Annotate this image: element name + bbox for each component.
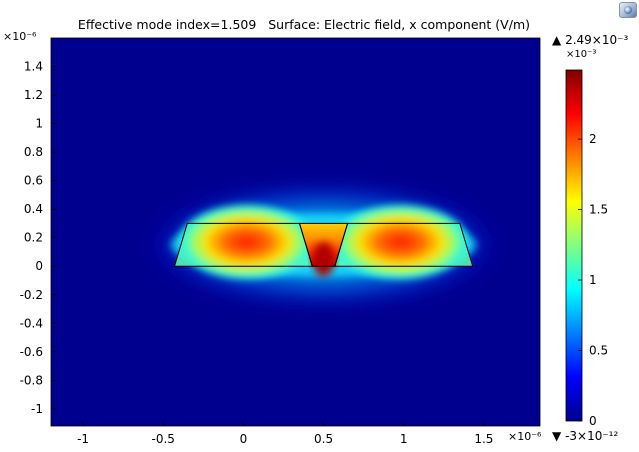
colorbar-gradient [565, 69, 583, 422]
x-tick-label: 1 [400, 432, 408, 446]
colorbar-tick-label: 2 [589, 132, 597, 146]
x-scale-label: ×10⁻⁶ [508, 430, 542, 443]
x-tick-label: -0.5 [152, 432, 175, 446]
y-scale-label: ×10⁻⁶ [3, 30, 37, 43]
colorbar-max-label: 2.49×10⁻³ [565, 33, 629, 47]
y-tick-label: 1 [35, 117, 43, 131]
x-axis: -1 -0.5 0 0.5 1 1.5 [77, 421, 493, 446]
plot-title: Effective mode index=1.509 Surface: Elec… [0, 2, 600, 32]
waveguide-outlines [173, 222, 474, 267]
x-tick-label: 0 [240, 432, 248, 446]
y-tick-label: 1.4 [24, 60, 43, 74]
right-mode-lobe [333, 204, 468, 280]
triangle-up-icon: ▲ [552, 33, 562, 47]
x-tick-label: -1 [77, 432, 89, 446]
colorbar-tick-label: 1.5 [589, 203, 608, 217]
left-mode-lobe [179, 204, 314, 280]
colorbar-min-label: -3×10⁻¹² [565, 429, 619, 443]
y-tick-label: 0.4 [24, 202, 43, 216]
y-tick-label: -1 [31, 402, 43, 416]
y-tick-label: 0.8 [24, 145, 43, 159]
y-tick-label: 0 [35, 259, 43, 273]
y-tick-label: -0.4 [20, 316, 43, 330]
slot-mode-peak [312, 241, 335, 277]
colorbar-tick-label: 0.5 [589, 344, 608, 358]
y-tick-label: 0.2 [24, 231, 43, 245]
plot-title-mode-index: Effective mode index=1.509 [77, 17, 257, 32]
y-tick-label: -0.6 [20, 345, 43, 359]
colorbar-tick-label: 1 [589, 273, 597, 287]
x-tick-label: 1.5 [474, 432, 493, 446]
colorbar-min: ▼ -3×10⁻¹² [552, 429, 618, 443]
plot-title-surface: Surface: Electric field, x component (V/… [268, 17, 531, 32]
comsol-logo-icon [619, 2, 637, 18]
plot-frame [50, 37, 541, 427]
y-tick-label: -0.2 [20, 288, 43, 302]
colorbar-scale: ×10⁻³ [566, 49, 597, 60]
x-tick-label: 0.5 [314, 432, 333, 446]
colorbar-tick-label: 0 [589, 414, 597, 428]
y-tick-label: 1.2 [24, 88, 43, 102]
y-tick-label: -0.8 [20, 373, 43, 387]
y-axis: 1.4 1.2 1 0.8 0.6 0.4 0.2 0 -0.2 -0.4 -0.6 -0.8 -1 [20, 60, 56, 416]
colorbar-max: ▲ 2.49×10⁻³ [552, 33, 628, 47]
y-tick-label: 0.6 [24, 174, 43, 188]
triangle-down-icon: ▼ [552, 429, 562, 443]
right-waveguide-outline [334, 222, 474, 267]
field-layer [144, 181, 503, 309]
colorbar: 2 1.5 1 0.5 0 [565, 69, 608, 428]
